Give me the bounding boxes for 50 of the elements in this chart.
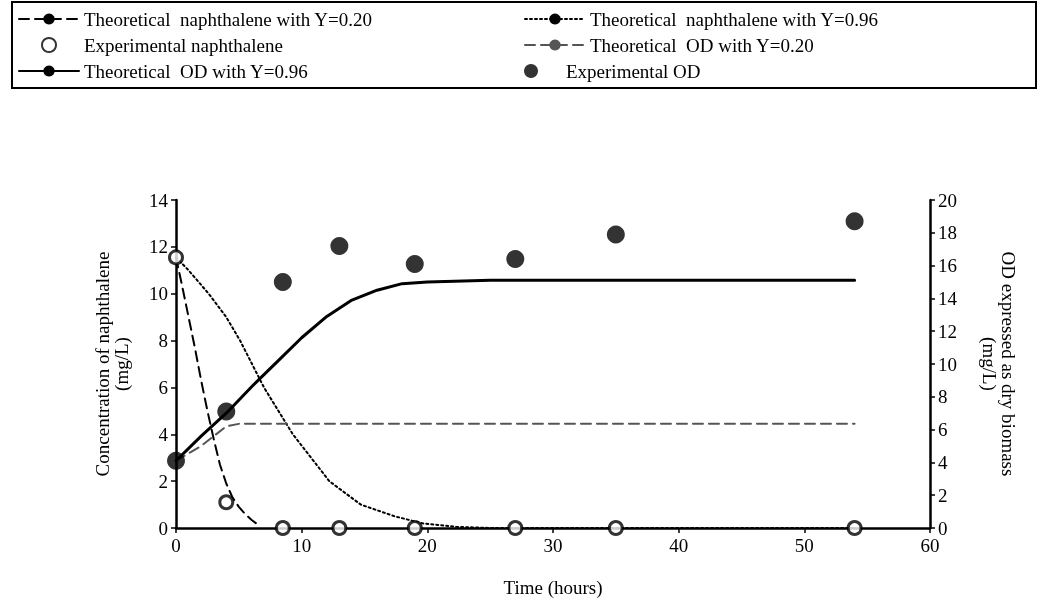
point xyxy=(218,494,235,511)
y-tick-label: 6 xyxy=(158,376,168,398)
point xyxy=(606,225,625,244)
y2-tick-label: 0 xyxy=(938,517,948,539)
point xyxy=(168,249,184,266)
y2-tick-label: 10 xyxy=(938,353,957,375)
point xyxy=(273,273,292,291)
point xyxy=(330,236,349,255)
y-tick-label: 4 xyxy=(158,423,169,445)
legend-label: Theoretical OD with Y=0.20 xyxy=(590,34,814,56)
point xyxy=(506,250,525,269)
legend-label: Experimental OD xyxy=(566,60,701,82)
y-tick-label: 10 xyxy=(149,283,168,305)
y2-tick-label: 4 xyxy=(938,451,948,473)
point xyxy=(845,212,864,231)
x-tick-label: 60 xyxy=(920,535,940,556)
legend-label: Experimental naphthalene xyxy=(84,34,283,56)
y-tick-label: 8 xyxy=(158,330,168,352)
point xyxy=(167,451,185,470)
y2-tick-label: 20 xyxy=(938,189,957,211)
y2-tick-label: 8 xyxy=(938,386,948,408)
point xyxy=(217,402,236,421)
point xyxy=(405,254,424,273)
point xyxy=(846,520,863,536)
point xyxy=(331,520,348,536)
point xyxy=(607,520,624,536)
y2-tick-label: 18 xyxy=(938,222,957,244)
y-tick-label: 2 xyxy=(158,470,168,492)
y2-tick-label: 2 xyxy=(938,484,948,506)
point xyxy=(274,520,291,536)
x-tick-label: 10 xyxy=(292,535,312,556)
x-tick-label: 30 xyxy=(543,535,563,556)
y-tick-label: 12 xyxy=(149,236,168,258)
point xyxy=(507,520,524,536)
legend-label: Theoretical OD with Y=0.96 xyxy=(84,60,308,82)
legend-label: Theoretical naphthalene with Y=0.20 xyxy=(84,8,373,30)
legend-label: Theoretical naphthalene with Y=0.96 xyxy=(590,8,879,30)
y2-tick-label: 14 xyxy=(938,287,958,309)
y2-tick-label: 12 xyxy=(938,320,957,342)
y-tick-label: 0 xyxy=(158,517,168,539)
x-tick-label: 50 xyxy=(794,535,814,556)
x-tick-label: 40 xyxy=(669,535,689,556)
y2-tick-label: 6 xyxy=(938,419,948,441)
x-axis-title: Time (hours) xyxy=(503,577,603,599)
y-axis-title: Concentration of naphthalene (mg/L) xyxy=(92,251,133,477)
y2-tick-label: 16 xyxy=(938,255,957,277)
x-tick-label: 20 xyxy=(417,535,437,556)
y2-axis-title: OD expressed as dry biomass (mg/L) xyxy=(978,251,1019,477)
point xyxy=(406,520,423,536)
y-tick-label: 14 xyxy=(149,189,169,211)
